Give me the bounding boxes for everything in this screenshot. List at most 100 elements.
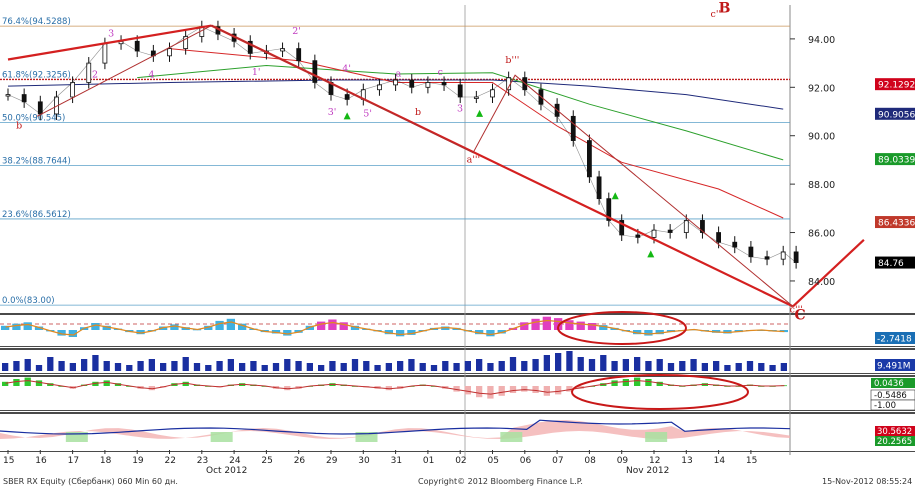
volume-bar bbox=[318, 365, 325, 371]
volume-bar bbox=[724, 365, 731, 371]
oscillator-bar bbox=[655, 330, 664, 335]
date-tick-label: 24 bbox=[229, 456, 241, 466]
volume-bar bbox=[780, 363, 787, 371]
oscillator-bar bbox=[12, 323, 21, 330]
macd-bar bbox=[385, 386, 392, 391]
directional-badge bbox=[875, 426, 915, 436]
wave-label: a bbox=[396, 68, 402, 79]
date-tick-label: 15 bbox=[3, 456, 14, 466]
month-label: Oct 2012 bbox=[206, 466, 247, 476]
volume-bar bbox=[611, 361, 618, 371]
oscillator-bar bbox=[531, 318, 540, 330]
volume-bar bbox=[261, 365, 268, 371]
macd-bar bbox=[35, 380, 43, 386]
date-tick-label: 12 bbox=[649, 456, 660, 466]
oscillator-bar bbox=[181, 327, 190, 330]
candle-body bbox=[86, 62, 92, 83]
volume-bar bbox=[47, 357, 54, 371]
moving-average-line bbox=[137, 64, 784, 161]
trend-line bbox=[7, 24, 212, 61]
date-tick-label: 06 bbox=[520, 456, 532, 466]
wave-label: b bbox=[16, 120, 22, 131]
volume-bar bbox=[758, 363, 765, 371]
price-badge bbox=[875, 153, 915, 166]
price-badge bbox=[875, 78, 915, 91]
volume-bar bbox=[464, 361, 471, 371]
candle-body bbox=[651, 229, 657, 238]
price-tick-label: 94.00 bbox=[808, 35, 835, 46]
wave-label: 1' bbox=[252, 67, 261, 78]
price-panel: B Cc'' c''' b b''' a''' 3' 4' 5' b a c 3 2' 1' 3 4 2 bbox=[5, 0, 865, 324]
volume-bar bbox=[476, 359, 483, 371]
date-tick-label: 22 bbox=[165, 456, 176, 466]
oscillator-signal bbox=[5, 319, 785, 336]
candle-body bbox=[296, 48, 302, 62]
macd-badge-label: -1.00 bbox=[874, 401, 896, 411]
moving-average-line bbox=[7, 79, 784, 110]
macd-panel-bg bbox=[0, 377, 790, 410]
oscillator-bar bbox=[136, 330, 145, 335]
macd-bar bbox=[566, 386, 573, 392]
oscillator-bar bbox=[170, 324, 179, 330]
volume-bar bbox=[171, 361, 178, 371]
volume-bar bbox=[701, 363, 708, 371]
date-tick-label: 30 bbox=[358, 456, 370, 466]
volume-bar bbox=[205, 365, 212, 371]
volume-bar bbox=[656, 359, 663, 371]
macd-bar bbox=[509, 386, 517, 393]
oscillator-bar bbox=[68, 330, 77, 337]
oscillator-bar bbox=[328, 319, 337, 330]
oscillator-bar bbox=[305, 325, 314, 330]
directional-area bbox=[0, 420, 790, 439]
wave-label: 3 bbox=[457, 104, 463, 115]
macd-badge-label: -0.5486 bbox=[874, 391, 907, 401]
volume-bar bbox=[35, 365, 43, 371]
volume-bar bbox=[92, 355, 99, 371]
oscillator-bar bbox=[554, 318, 563, 330]
candle-body bbox=[570, 115, 576, 141]
volume-bar bbox=[227, 359, 234, 371]
oscillator-bar bbox=[520, 322, 529, 330]
volume-bar bbox=[148, 359, 155, 371]
volume-bar bbox=[126, 365, 133, 371]
oscillator-bar bbox=[283, 330, 292, 336]
macd-bar bbox=[656, 381, 663, 386]
macd-bar bbox=[13, 379, 20, 386]
volume-bar bbox=[667, 363, 675, 371]
date-tick-label: 02 bbox=[455, 456, 466, 466]
footer-security: SBER RX Equity (Сбербанк) 060 Min 60 дн. bbox=[3, 477, 178, 486]
volume-bar bbox=[193, 363, 201, 371]
wave-label: 2' bbox=[292, 26, 301, 37]
candle-body bbox=[70, 82, 75, 98]
volume-bar bbox=[13, 361, 20, 371]
volume-bar bbox=[24, 359, 31, 371]
macd-bar bbox=[498, 386, 505, 396]
date-tick-label: 17 bbox=[68, 456, 79, 466]
highlight-ellipse bbox=[557, 311, 687, 345]
macd-bar bbox=[284, 386, 291, 391]
volume-bar bbox=[284, 359, 291, 371]
macd-badge bbox=[870, 399, 915, 411]
price-axis: 94.00 92.00 90.00 88.00 86.00 84.00 92.1292 90.… bbox=[790, 35, 915, 288]
oscillator-bar bbox=[271, 330, 281, 334]
trend-line bbox=[36, 25, 794, 307]
wave-label: c'' bbox=[711, 9, 722, 20]
oscillator-bar bbox=[238, 323, 247, 330]
oscillator-bar bbox=[497, 330, 506, 334]
wave-label: 2 bbox=[92, 70, 98, 81]
date-tick-label: 15 bbox=[746, 456, 757, 466]
volume-bar bbox=[295, 361, 302, 371]
buy-marker bbox=[647, 250, 655, 258]
directional-green-area bbox=[645, 432, 668, 442]
oscillator-bar bbox=[565, 320, 574, 330]
directional-green-area bbox=[210, 432, 233, 442]
price-badge-label: 86.4336 bbox=[878, 219, 915, 229]
volume-bar bbox=[239, 363, 246, 371]
oscillator-bar bbox=[57, 330, 66, 336]
oscillator-bar bbox=[204, 325, 213, 330]
oscillator-bar bbox=[441, 326, 450, 330]
price-badge bbox=[875, 216, 915, 229]
oscillator-bar bbox=[475, 330, 484, 335]
volume-bar bbox=[351, 359, 359, 371]
fib-level-label: 76.4%(94.5288) bbox=[2, 17, 71, 27]
